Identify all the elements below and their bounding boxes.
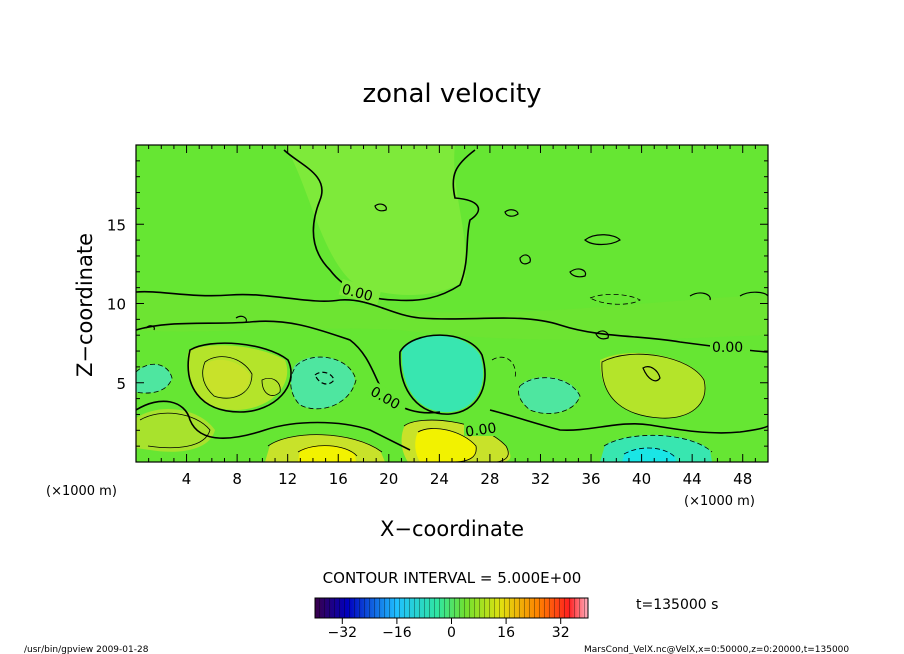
field-region-neg-center [401,335,484,413]
plot-area: 0.00 0.00 0.00 0.00 [136,145,768,462]
field-region-pos-bottom-left [136,408,215,452]
colorbar-tick-label: 32 [552,625,570,641]
x-unit-left: (×1000 m) [46,484,117,499]
chart-title: zonal velocity [362,79,541,109]
field-region-band [136,290,768,340]
contour-island-9 [145,325,155,331]
y-tick-label: 10 [107,296,126,314]
contour-zero-center-neg [399,334,486,415]
x-unit-right: (×1000 m) [684,494,755,509]
contour-interval: CONTOUR INTERVAL = 5.000E+00 [323,569,582,587]
field-region-neg-bottom-right-core [622,447,676,462]
y-axis: 5 10 15 [107,144,768,463]
y-tick-label: 15 [107,216,126,234]
colorbar-tick-label: −32 [328,625,358,641]
contour-island-3 [374,203,387,212]
contour-island-7 [739,291,768,297]
x-axis: 4 8 12 16 20 24 28 32 36 40 44 48 [135,145,769,488]
x-tick-label: 8 [232,470,242,488]
contour-neg-mid-right [518,377,581,414]
x-tick-label: 40 [632,470,651,488]
colorbar-tick-label: 16 [497,625,515,641]
contour-label-1: 0.00 [340,282,374,306]
field-region-neg-mid-right [518,377,580,414]
y-axis-title: Z−coordinate [73,233,97,377]
contour-zero-bottom [136,400,411,451]
contour-label-bg-1 [338,279,382,305]
colorbar-tick-label: −16 [382,625,412,641]
x-tick-label: 48 [733,470,752,488]
x-tick-label: 28 [480,470,499,488]
contour-pos-small-right [642,366,661,382]
x-axis-title: X−coordinate [380,517,524,541]
field-region-upper [285,145,466,295]
y-tick-label: 5 [116,375,126,393]
x-tick-label: 32 [531,470,550,488]
contour-island-6 [689,292,711,301]
colorbar: −32 −16 0 16 32 [314,597,589,641]
field-region-pos-left-core [203,359,250,397]
contour-label-bg-2 [366,381,410,415]
contour-zero-right [489,409,768,434]
contour-neg-bottom-right [603,434,713,453]
contour-pos-5-right [601,353,706,419]
x-tick-label: 4 [182,470,192,488]
contour-zero-left-pos [187,342,292,413]
contour-small-left-loop [261,377,281,396]
contour-island-1 [584,234,621,246]
contour-pos-5-left [202,356,253,399]
x-tick-label: 24 [430,470,449,488]
x-tick-label: 20 [379,470,398,488]
contour-neg-upper-right [589,294,641,305]
footer-left: /usr/bin/gpview 2009-01-28 [24,645,149,654]
footer-right: MarsCond_VelX.nc@VelX,x=0:50000,z=0:2000… [584,645,849,654]
x-tick-label: 44 [683,470,702,488]
contour-label-3: 0.00 [464,420,497,440]
contour-label-bg-3 [464,420,504,436]
contour-island-5 [519,254,531,265]
colorbar-tick-label: 0 [447,625,456,641]
contour-zero-upper [283,149,480,302]
colorbar-stripes [315,598,588,618]
contour-island-2 [504,209,519,217]
contour-island-4 [569,268,587,278]
contour-pos-5-16 [267,434,383,453]
contour-neg-center-inner [491,356,516,379]
time-label: t=135000 s [636,597,718,613]
contour-island-8 [595,330,609,340]
x-tick-label: 36 [581,470,600,488]
contour-label-4: 0.00 [712,340,743,356]
contour-label-bg-4 [710,338,750,354]
x-tick-label: 16 [329,470,348,488]
contour-island-10 [235,315,247,323]
contour-zero-band [136,290,768,353]
field-region-pos-16-core [298,445,356,462]
field-region-pos-bottom-core [415,428,476,462]
contour-neg-5-14 [290,356,357,410]
contour-neg-left [136,364,173,394]
contour-pos-5-bottom-left [139,412,211,449]
contour-lines [136,149,768,462]
field-region-neg-left [136,364,172,394]
field-region-pos-right [600,352,706,419]
contour-pos-10-16 [297,445,358,457]
contour-neg-10-bottom-right [623,447,677,459]
colorbar-ticks: −32 −16 0 16 32 [328,618,570,641]
x-tick-label: 12 [278,470,297,488]
